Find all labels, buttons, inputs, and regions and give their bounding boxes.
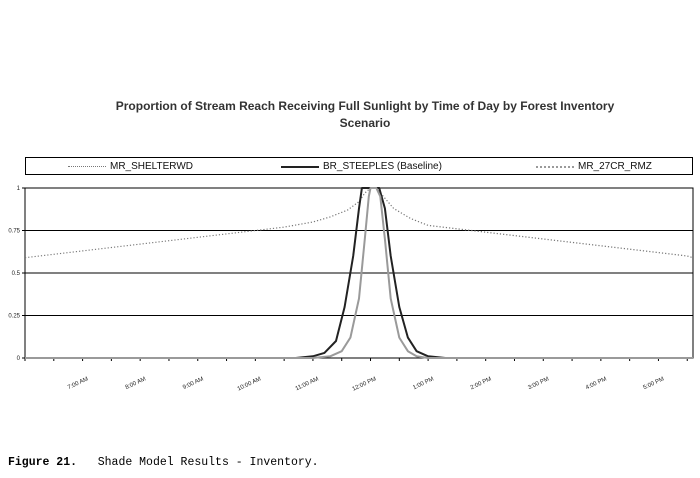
figure-caption-text: Shade Model Results - Inventory. (97, 456, 319, 469)
x-tick-label: 1:00 PM (412, 376, 435, 391)
x-tick-label: 7:00 AM (67, 376, 89, 391)
x-tick-label: 3:00 PM (527, 376, 550, 391)
legend-label-steeples: BR_STEEPLES (Baseline) (323, 161, 442, 172)
legend-entry-rmz: MR_27CR_RMZ (536, 160, 652, 173)
figure-caption: Figure 21. Shade Model Results - Invento… (8, 456, 319, 469)
x-tick-label: 4:00 PM (585, 376, 608, 391)
legend-entry-steeples: BR_STEEPLES (Baseline) (281, 160, 442, 173)
chart-title: Proportion of Stream Reach Receiving Ful… (115, 99, 615, 130)
legend-swatch-steeples (281, 165, 319, 168)
y-tick-label: 0.25 (8, 314, 20, 320)
chart-legend: MR_SHELTERWD BR_STEEPLES (Baseline) MR_2… (25, 157, 693, 175)
y-tick-label: 1 (17, 186, 21, 192)
series-line-mr-shelterwd (24, 187, 694, 259)
x-tick-label: 12:00 PM (352, 376, 378, 392)
legend-label-rmz: MR_27CR_RMZ (578, 161, 652, 172)
x-tick-label: 10:00 AM (237, 376, 263, 392)
legend-swatch-rmz (536, 165, 574, 168)
y-tick-label: 0.5 (12, 271, 21, 277)
legend-entry-shelterwd: MR_SHELTERWD (68, 160, 193, 173)
x-tick-label: 8:00 AM (125, 376, 147, 391)
legend-swatch-shelterwd (68, 166, 106, 167)
legend-label-shelterwd: MR_SHELTERWD (110, 161, 193, 172)
figure-caption-label: Figure 21. (8, 456, 78, 469)
y-tick-label: 0.75 (8, 229, 20, 235)
x-tick-label: 9:00 AM (182, 376, 204, 391)
x-tick-label: 2:00 PM (470, 376, 493, 391)
y-tick-label: 0 (17, 356, 21, 362)
x-tick-label: 11:00 AM (295, 376, 320, 392)
series-line-mr-27cr-rmz (25, 187, 693, 359)
x-tick-label: 5:00 PM (642, 376, 665, 391)
